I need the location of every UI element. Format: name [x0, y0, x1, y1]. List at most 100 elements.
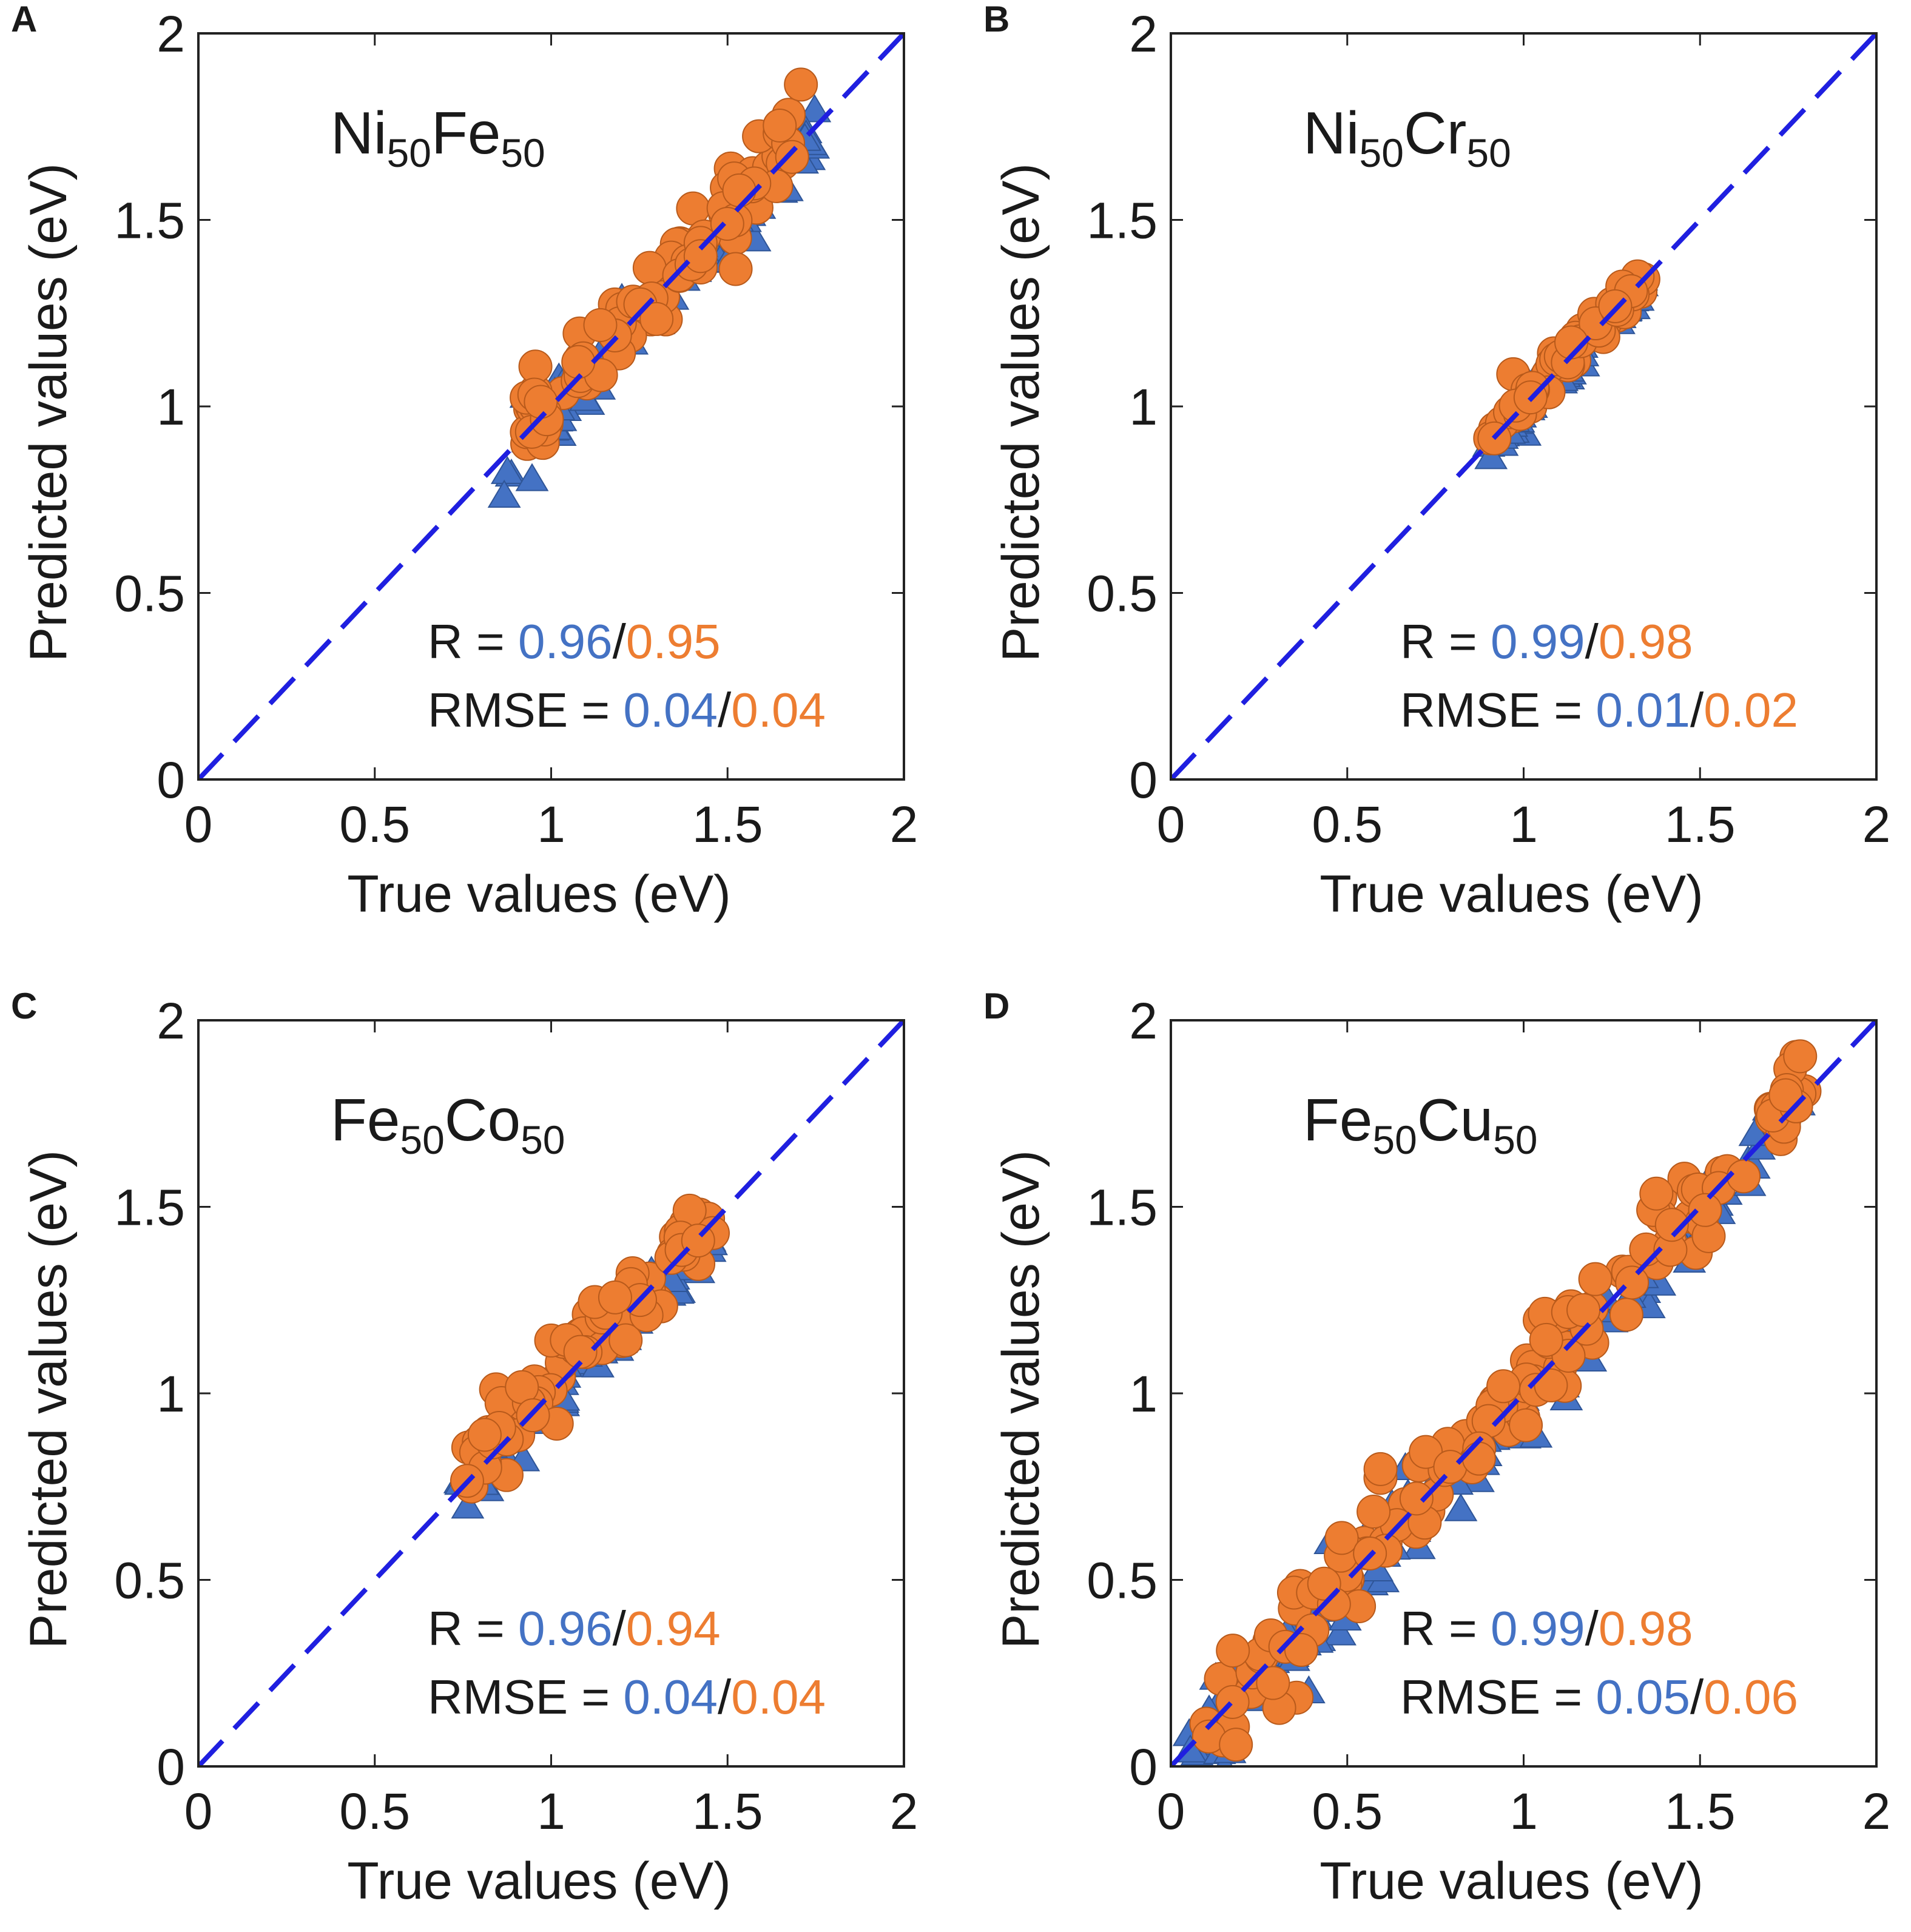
alloy-subscript-2: 50: [521, 1117, 565, 1162]
test-point: [683, 239, 718, 274]
test-point: [563, 1335, 598, 1369]
x-tick-label: 1: [1509, 796, 1538, 853]
y-tick-label: 0: [157, 1738, 185, 1796]
test-point: [1399, 1481, 1434, 1516]
alloy-title: Ni50Cr50: [1303, 99, 1511, 175]
y-tick-label: 0: [1129, 752, 1158, 809]
alloy-subscript-1: 50: [400, 1117, 444, 1162]
r-separator: /: [1585, 1601, 1599, 1655]
x-tick-label: 2: [890, 796, 918, 853]
x-tick-label: 1.5: [1665, 1783, 1736, 1840]
alloy-element-2: Cu: [1417, 1086, 1493, 1153]
series-test: [450, 1193, 730, 1504]
x-tick-label: 2: [890, 1783, 918, 1840]
alloy-element-1: Ni: [331, 99, 387, 166]
alloy-element-2: Cr: [1404, 99, 1466, 166]
x-axis-label: True values (eV): [1320, 865, 1704, 923]
alloy-subscript-1: 50: [1372, 1117, 1417, 1162]
series-test: [1189, 1039, 1822, 1762]
panel-label: A: [11, 0, 37, 39]
rmse-train-value: 0.05: [1596, 1670, 1690, 1724]
rmse-train-value: 0.01: [1596, 683, 1690, 737]
r-stat: R = 0.96/0.95: [428, 614, 721, 668]
x-axis-label: True values (eV): [1320, 1852, 1704, 1910]
y-tick-label: 1.5: [114, 192, 185, 249]
train-point: [1323, 1617, 1357, 1646]
test-point: [1688, 1193, 1722, 1227]
r-test-value: 0.98: [1599, 614, 1693, 668]
test-point: [524, 385, 558, 419]
test-point: [784, 67, 818, 102]
rmse-train-value: 0.04: [623, 1670, 718, 1724]
test-point: [598, 1280, 632, 1314]
rmse-stat: RMSE = 0.01/0.02: [1400, 683, 1798, 737]
y-tick-label: 2: [157, 992, 185, 1049]
x-tick-label: 0.5: [1312, 796, 1383, 853]
y-tick-label: 2: [157, 5, 185, 62]
rmse-label: RMSE =: [1400, 683, 1596, 737]
test-point: [1486, 1369, 1521, 1404]
y-tick-label: 0.5: [1087, 1552, 1158, 1609]
test-point: [583, 308, 618, 342]
data-marks: [443, 1193, 730, 1519]
y-tick-label: 0.5: [114, 565, 185, 622]
y-axis-label: Predicted values (eV): [992, 1150, 1050, 1649]
y-axis-label: Predicted values (eV): [19, 1150, 78, 1649]
r-label: R =: [1400, 1601, 1491, 1655]
x-axis-label: True values (eV): [347, 865, 731, 923]
test-point: [775, 140, 809, 174]
test-point: [1363, 1452, 1398, 1486]
rmse-separator: /: [1690, 1670, 1704, 1724]
x-tick-label: 0.5: [1312, 1783, 1383, 1840]
test-point: [722, 173, 757, 207]
y-tick-label: 2: [1129, 992, 1158, 1049]
rmse-separator: /: [718, 683, 732, 737]
rmse-separator: /: [718, 1670, 732, 1724]
rmse-test-value: 0.04: [731, 1670, 826, 1724]
r-label: R =: [428, 614, 518, 668]
series-test: [510, 67, 818, 461]
train-point: [798, 94, 832, 123]
test-point: [467, 1418, 502, 1452]
rmse-stat: RMSE = 0.05/0.06: [1400, 1670, 1798, 1724]
alloy-element-1: Fe: [331, 1086, 400, 1153]
rmse-label: RMSE =: [428, 1670, 623, 1724]
y-tick-label: 1: [157, 379, 185, 436]
identity-line: [1171, 1020, 1876, 1766]
train-point: [1444, 1493, 1478, 1521]
test-point: [1783, 1039, 1818, 1074]
x-tick-label: 0: [184, 796, 213, 853]
panel-c: C 0 0.5 1 1.5 2 0 0.5 1 1.5 2 True values (eV) Predi…: [11, 986, 918, 1910]
test-point: [1307, 1566, 1341, 1601]
test-point: [1609, 1298, 1643, 1332]
rmse-label: RMSE =: [1400, 1670, 1596, 1724]
data-marks: [487, 67, 832, 508]
r-stat: R = 0.99/0.98: [1400, 1601, 1693, 1655]
data-marks: [1472, 259, 1660, 470]
test-point: [1216, 1634, 1250, 1668]
test-point: [1357, 1495, 1391, 1529]
r-label: R =: [428, 1601, 518, 1655]
x-tick-label: 1.5: [692, 1783, 763, 1840]
x-tick-label: 1.5: [692, 796, 763, 853]
alloy-element-2: Co: [445, 1086, 521, 1153]
rmse-train-value: 0.04: [623, 683, 718, 737]
r-stat: R = 0.96/0.94: [428, 1601, 721, 1655]
test-point: [1509, 1408, 1543, 1442]
rmse-test-value: 0.04: [731, 683, 826, 737]
rmse-stat: RMSE = 0.04/0.04: [428, 1670, 826, 1724]
y-axis-label: Predicted values (eV): [19, 163, 78, 662]
x-tick-label: 1: [537, 796, 565, 853]
y-tick-label: 0.5: [114, 1552, 185, 1609]
train-point: [451, 1490, 485, 1519]
x-tick-label: 1: [1509, 1783, 1538, 1840]
test-point: [1566, 1293, 1601, 1327]
r-train-value: 0.99: [1491, 1601, 1585, 1655]
panel-label: D: [983, 986, 1009, 1026]
train-point: [490, 456, 524, 484]
test-point: [1219, 1728, 1253, 1762]
test-point: [1284, 1633, 1318, 1668]
alloy-title: Fe50Cu50: [1303, 1086, 1538, 1162]
alloy-subscript-2: 50: [1493, 1117, 1537, 1162]
